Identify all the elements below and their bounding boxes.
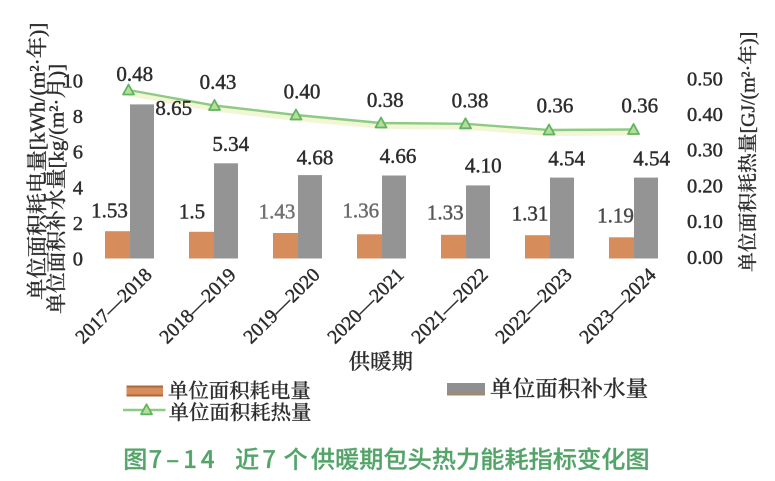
svg-text:0.50: 0.50 [687,68,723,90]
svg-text:10: 10 [63,70,84,92]
svg-text:6: 6 [73,142,83,164]
svg-text:0.36: 0.36 [621,94,658,118]
svg-text:1.53: 1.53 [91,199,128,223]
svg-text:1.43: 1.43 [259,199,296,223]
svg-text:0.48: 0.48 [116,62,153,86]
svg-text:4.54: 4.54 [548,146,585,170]
svg-text:1.33: 1.33 [427,201,464,225]
svg-text:4: 4 [73,177,83,199]
svg-text:1.31: 1.31 [512,202,549,226]
svg-text:)]: )] [46,64,69,78]
svg-text:1.36: 1.36 [342,198,379,222]
svg-text:0.43: 0.43 [200,70,237,94]
svg-text:0.00: 0.00 [687,247,723,269]
svg-text:0.40: 0.40 [284,80,321,104]
svg-text:0.30: 0.30 [687,140,723,162]
svg-text:0.38: 0.38 [452,89,489,113]
svg-text:4.66: 4.66 [380,144,417,168]
svg-text:0.36: 0.36 [537,93,574,117]
svg-text:)]: )] [26,23,50,37]
svg-text:1.19: 1.19 [597,204,634,228]
svg-text:8: 8 [73,106,83,128]
svg-text:)]: )] [738,32,760,45]
svg-text:0.40: 0.40 [687,104,723,126]
svg-text:[kWh/(m²·: [kWh/(m²· [26,58,50,150]
svg-text:0: 0 [73,249,83,271]
svg-text:1.5: 1.5 [179,199,205,223]
svg-text:[GJ/(m²·: [GJ/(m²· [738,65,760,134]
svg-text:[kg/(m²·: [kg/(m²· [46,99,69,169]
svg-text:2: 2 [73,213,83,235]
svg-text:0.20: 0.20 [687,175,723,197]
svg-text:0.38: 0.38 [367,88,404,112]
svg-text:8.65: 8.65 [155,96,192,120]
svg-text:5.34: 5.34 [212,132,249,156]
svg-text:4.54: 4.54 [633,146,670,170]
svg-text:4.68: 4.68 [297,146,334,170]
svg-text:4.10: 4.10 [465,154,502,178]
svg-text:0.10: 0.10 [687,211,723,233]
